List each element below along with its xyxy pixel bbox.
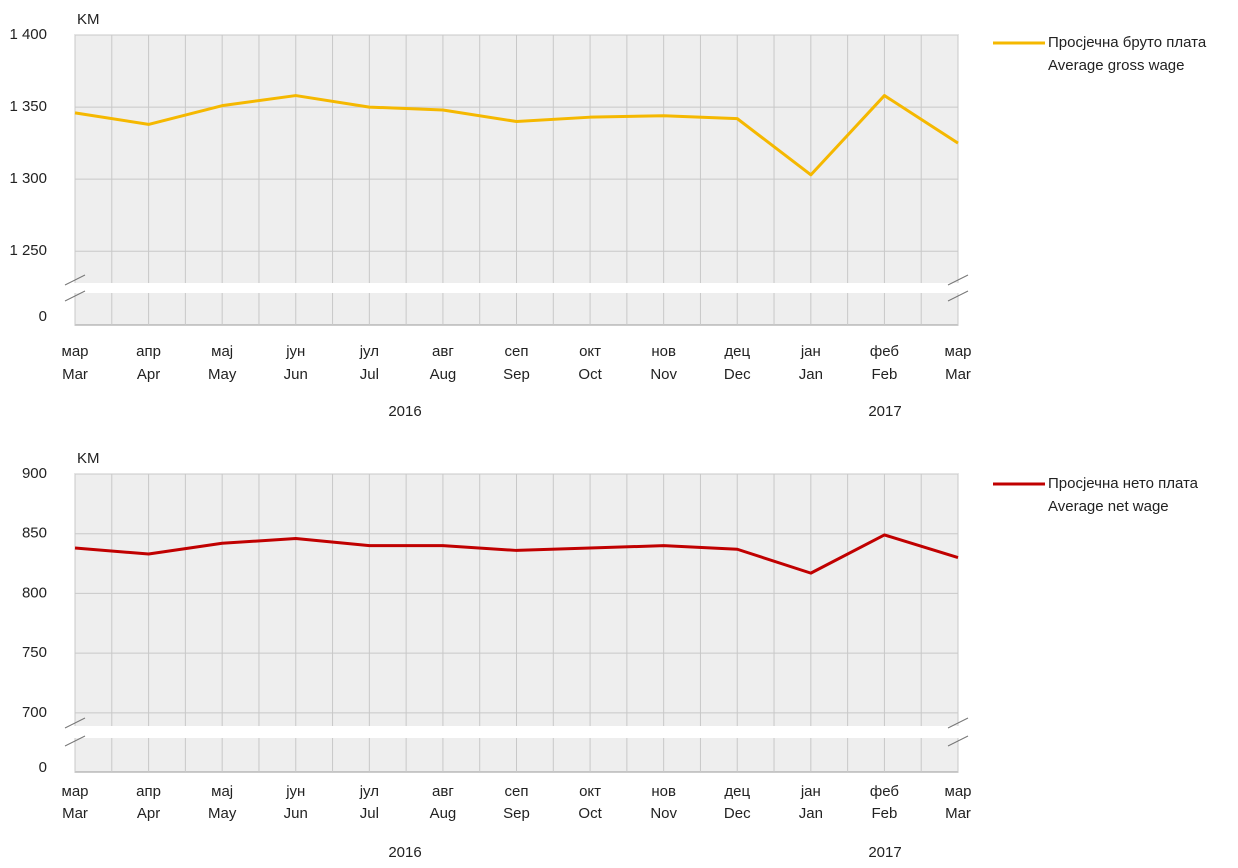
x-tick-label: Oct [578, 805, 602, 822]
x-tick-label: Dec [724, 805, 751, 822]
x-tick-label: Mar [945, 366, 971, 383]
year-label: 2017 [868, 403, 901, 420]
break-mark [64, 735, 86, 747]
x-tick-label: мар [945, 343, 972, 360]
line-series [74, 533, 959, 575]
x-tick-label: Sep [503, 366, 530, 383]
x-tick-label: мар [945, 783, 972, 800]
x-tick-label: Jan [799, 366, 823, 383]
x-tick-label: мар [62, 783, 89, 800]
x-tick-label: Mar [62, 805, 88, 822]
x-tick-label: May [208, 805, 237, 822]
legend-label: Просјечна нето плата [1048, 475, 1199, 492]
x-tick-label: авг [432, 783, 454, 800]
x-tick-label: јан [800, 343, 821, 360]
x-tick-label: мај [211, 343, 233, 360]
x-tick-label: Nov [650, 366, 677, 383]
x-tick-label: Mar [945, 805, 971, 822]
break-mark [64, 290, 86, 302]
y-tick-label: 0 [39, 759, 47, 776]
x-tick-label: феб [870, 343, 899, 360]
axis-break [60, 283, 973, 293]
x-tick-label: Apr [137, 805, 160, 822]
x-tick-label: авг [432, 343, 454, 360]
y-tick-label: 1 300 [9, 170, 47, 187]
y-tick-label: 900 [22, 465, 47, 482]
unit-label: KM [77, 450, 100, 467]
x-tick-label: Sep [503, 805, 530, 822]
x-tick-label: Aug [430, 805, 457, 822]
x-tick-label: јун [285, 783, 305, 800]
x-tick-label: May [208, 366, 237, 383]
y-tick-label: 0 [39, 308, 47, 325]
x-tick-label: апр [136, 783, 161, 800]
x-tick-label: Jul [360, 805, 379, 822]
x-tick-label: Mar [62, 366, 88, 383]
year-label: 2016 [388, 403, 421, 420]
y-tick-label: 750 [22, 644, 47, 661]
x-tick-label: Nov [650, 805, 677, 822]
unit-label: KM [77, 11, 100, 28]
x-tick-label: окт [579, 343, 601, 360]
legend-label: Average net wage [1048, 498, 1169, 515]
x-tick-label: нов [651, 783, 676, 800]
x-tick-label: Feb [871, 366, 897, 383]
x-tick-label: Apr [137, 366, 160, 383]
y-tick-label: 1 350 [9, 98, 47, 115]
break-mark [947, 290, 969, 302]
x-tick-label: Jun [284, 366, 308, 383]
x-tick-label: феб [870, 783, 899, 800]
x-tick-label: јул [359, 783, 379, 800]
year-label: 2016 [388, 844, 421, 861]
x-tick-label: сеп [505, 783, 529, 800]
y-tick-label: 1 250 [9, 242, 47, 259]
y-tick-label: 800 [22, 584, 47, 601]
x-tick-label: Aug [430, 366, 457, 383]
x-tick-label: Jun [284, 805, 308, 822]
break-mark [947, 274, 969, 286]
x-tick-label: Feb [871, 805, 897, 822]
x-tick-label: јул [359, 343, 379, 360]
y-tick-label: 1 400 [9, 26, 47, 43]
x-tick-label: јун [285, 343, 305, 360]
y-tick-label: 850 [22, 525, 47, 542]
x-tick-label: апр [136, 343, 161, 360]
x-tick-label: јан [800, 783, 821, 800]
x-tick-label: окт [579, 783, 601, 800]
x-tick-label: мар [62, 343, 89, 360]
legend-label: Просјечна бруто плата [1048, 34, 1207, 51]
x-tick-label: дец [724, 343, 750, 360]
legend-label: Average gross wage [1048, 57, 1184, 74]
y-tick-label: 700 [22, 704, 47, 721]
break-mark [947, 717, 969, 729]
axis-break [60, 726, 973, 738]
x-tick-label: дец [724, 783, 750, 800]
break-mark [947, 735, 969, 747]
x-tick-label: сеп [505, 343, 529, 360]
x-tick-label: Oct [578, 366, 602, 383]
year-label: 2017 [868, 844, 901, 861]
break-mark [64, 274, 86, 286]
x-tick-label: нов [651, 343, 676, 360]
x-tick-label: мај [211, 783, 233, 800]
x-tick-label: Jan [799, 805, 823, 822]
break-mark [64, 717, 86, 729]
line-series [74, 94, 959, 177]
x-tick-label: Dec [724, 366, 751, 383]
x-tick-label: Jul [360, 366, 379, 383]
